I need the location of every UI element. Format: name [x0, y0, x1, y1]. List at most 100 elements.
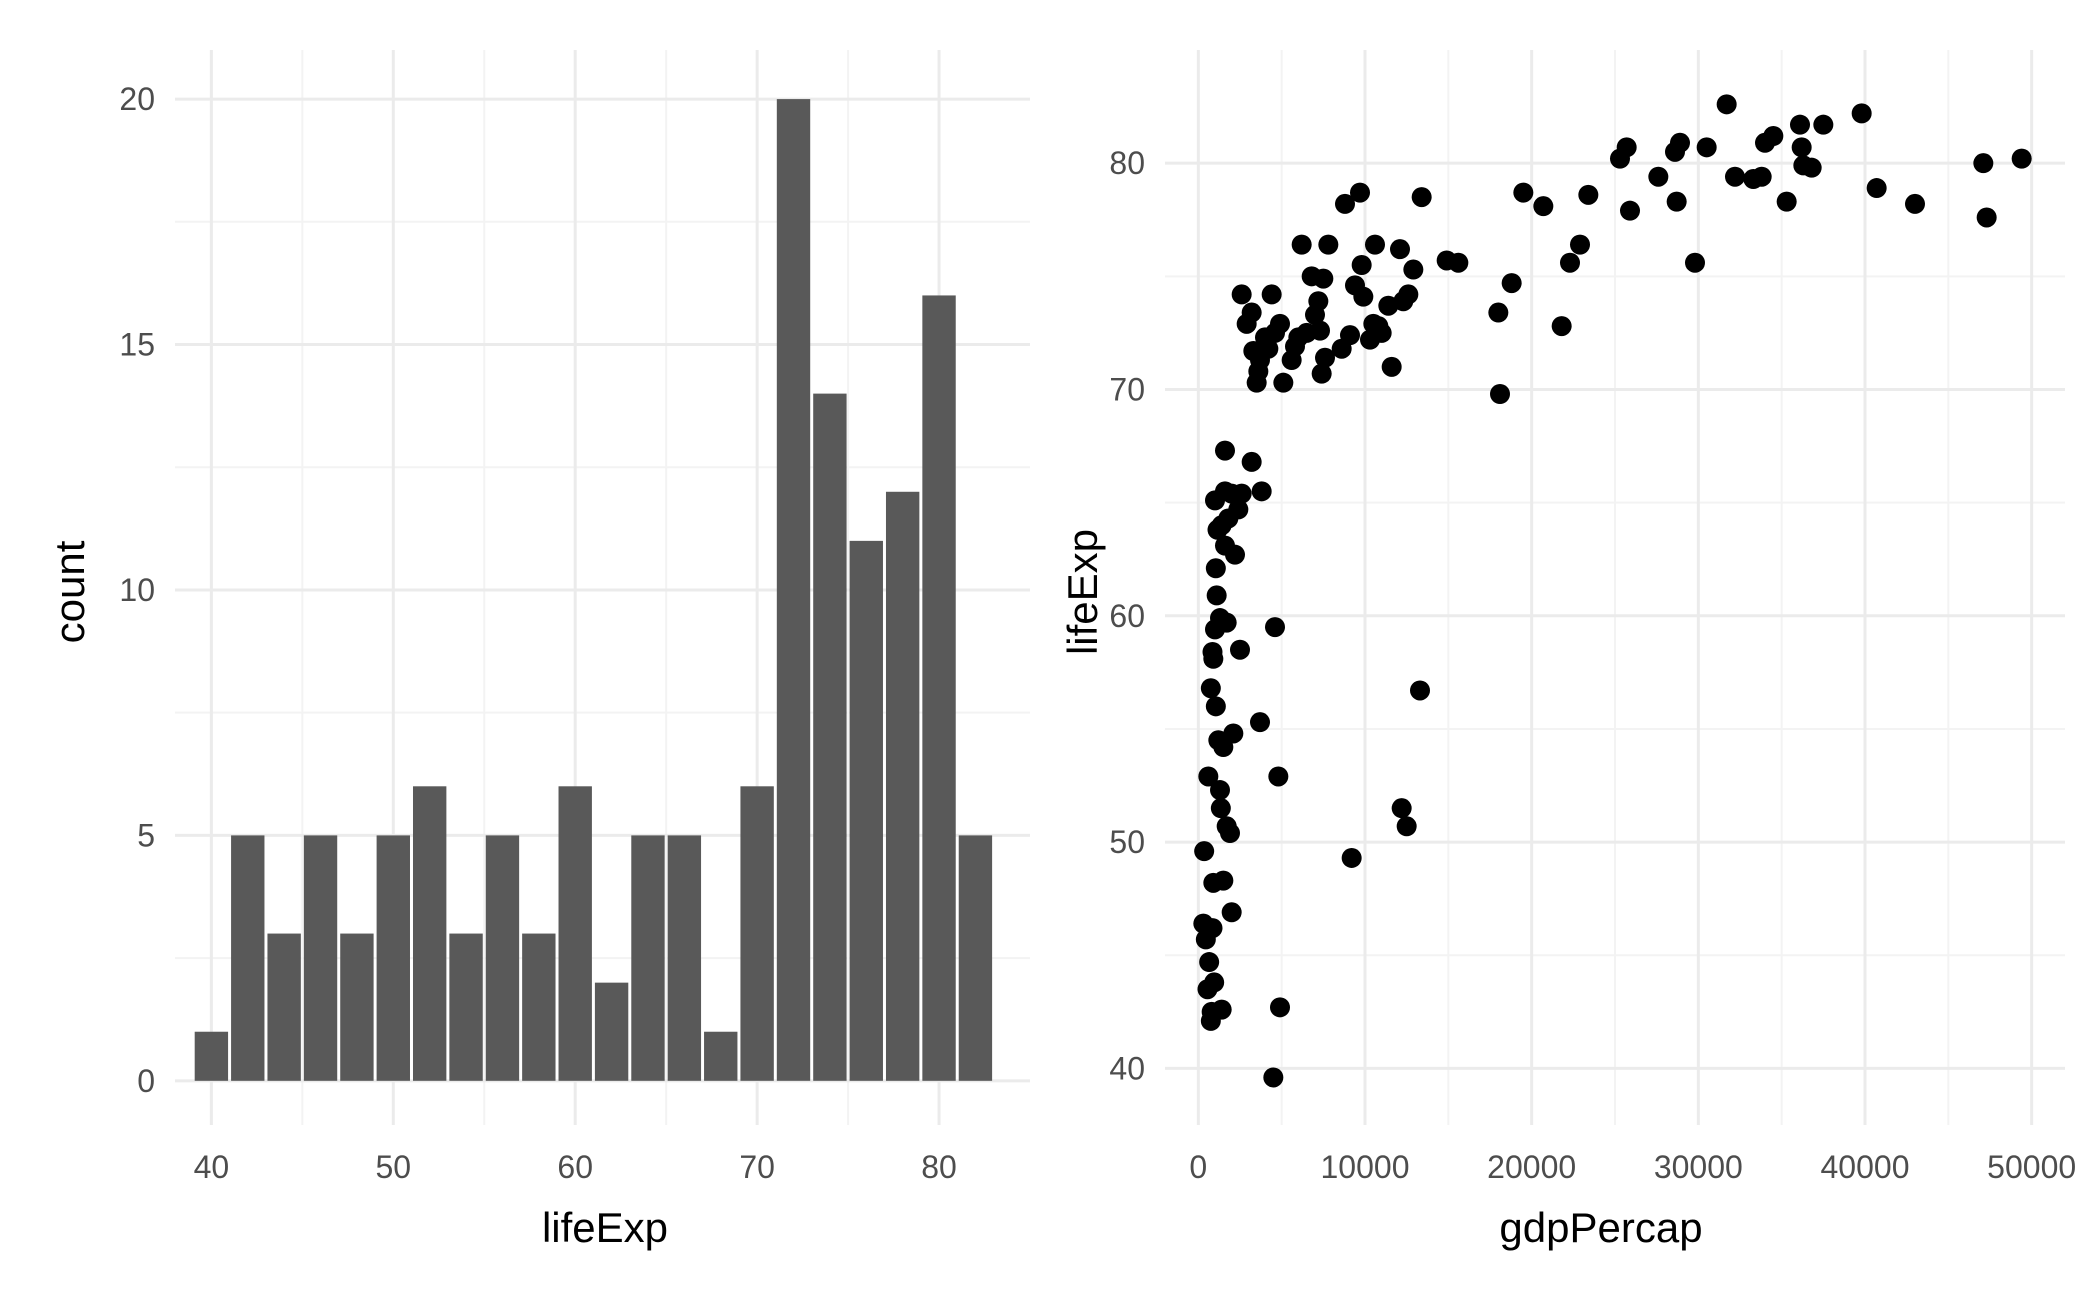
- histogram-bar: [631, 835, 665, 1081]
- scatter-point: [1488, 302, 1509, 323]
- scatter-x-tick-labels: 0 10000 20000 30000 40000 50000: [1189, 1149, 2076, 1185]
- scatter-point: [1560, 252, 1580, 273]
- scatter-point: [1685, 252, 1705, 273]
- scatter-point: [1533, 196, 1554, 217]
- scatter-points: [1193, 94, 2032, 1088]
- histogram-bar: [704, 1031, 738, 1081]
- scatter-point: [1221, 902, 1242, 923]
- scatter-point: [1315, 347, 1335, 368]
- scatter-point: [1776, 191, 1797, 212]
- scatter-point: [1202, 642, 1223, 662]
- histogram-bar: [740, 786, 774, 1081]
- scatter-point: [1751, 166, 1772, 187]
- scatter-point: [1578, 184, 1599, 205]
- scatter-point: [1725, 166, 1745, 187]
- histogram-bar: [340, 933, 374, 1081]
- scatter-point: [1448, 252, 1469, 273]
- scatter-point: [1353, 286, 1374, 307]
- histogram-y-axis-title: count: [46, 540, 93, 643]
- histogram-y-tick-label: 20: [119, 81, 155, 117]
- scatter-point: [2011, 148, 2032, 169]
- histogram-x-axis-title: lifeExp: [542, 1204, 668, 1251]
- scatter-point: [1411, 187, 1432, 208]
- scatter-y-tick-label: 50: [1109, 824, 1145, 860]
- scatter-point: [1270, 997, 1290, 1018]
- scatter-y-tick-label: 60: [1109, 598, 1145, 634]
- histogram-y-tick-label: 10: [119, 572, 155, 608]
- scatter-point: [1790, 114, 1810, 135]
- scatter-point: [1318, 234, 1339, 255]
- scatter-point: [1225, 544, 1245, 565]
- scatter-point: [1570, 234, 1590, 255]
- scatter-x-tick-label: 50000: [1987, 1149, 2076, 1185]
- scatter-y-tick-label: 80: [1109, 145, 1145, 181]
- scatter-point: [1308, 291, 1329, 312]
- scatter-point: [1199, 952, 1220, 973]
- scatter-point: [1273, 372, 1294, 393]
- scatter-point: [1403, 259, 1424, 280]
- scatter-point: [1391, 798, 1412, 819]
- scatter-point: [1231, 284, 1252, 305]
- scatter-point: [1973, 153, 1994, 174]
- scatter-point: [1616, 137, 1637, 158]
- histogram-bar: [958, 835, 993, 1081]
- scatter-point: [1268, 766, 1289, 787]
- scatter-point: [1490, 384, 1510, 404]
- scatter-point: [1200, 678, 1221, 699]
- scatter-x-tick-label: 0: [1189, 1149, 1207, 1185]
- scatter-point: [1258, 338, 1279, 359]
- scatter-point: [1206, 585, 1227, 606]
- histogram-bar: [849, 540, 883, 1081]
- scatter-point: [1213, 870, 1234, 891]
- scatter-point: [1198, 766, 1219, 787]
- scatter-point: [1310, 320, 1330, 341]
- histogram-bar: [412, 786, 447, 1081]
- histogram-x-tick-label: 70: [739, 1149, 775, 1185]
- histogram-y-tick-labels: 0 5 10 15 20: [119, 81, 155, 1099]
- scatter-point: [1340, 325, 1360, 346]
- scatter-point: [1620, 200, 1640, 221]
- scatter-point: [1501, 273, 1522, 294]
- scatter-point: [1390, 239, 1410, 260]
- histogram-bar: [303, 835, 338, 1081]
- scatter-point: [1365, 234, 1385, 255]
- histogram-bar: [231, 835, 265, 1081]
- scatter-point: [1381, 356, 1402, 377]
- scatter-point: [1905, 193, 1925, 214]
- scatter-point: [1866, 178, 1887, 199]
- histogram-bar: [813, 393, 847, 1081]
- histogram-x-tick-label: 80: [921, 1149, 957, 1185]
- scatter-point: [1261, 284, 1282, 305]
- scatter-point: [1696, 137, 1717, 158]
- scatter-panel: 0 10000 20000 30000 40000 50000 40 50 60 70 80 gd…: [1059, 50, 2076, 1251]
- histogram-bar: [922, 295, 956, 1081]
- scatter-point: [1851, 103, 1872, 124]
- scatter-x-tick-label: 40000: [1821, 1149, 1910, 1185]
- scatter-point: [1813, 114, 1834, 135]
- scatter-point: [1202, 918, 1223, 939]
- scatter-point: [1265, 617, 1285, 638]
- scatter-point: [1648, 166, 1669, 187]
- scatter-point: [1791, 137, 1812, 158]
- scatter-point: [1763, 126, 1784, 146]
- scatter-y-tick-label: 40: [1109, 1050, 1145, 1086]
- histogram-panel: 40 50 60 70 80 0 5 10 15 20 lifeExp count: [46, 50, 1030, 1251]
- scatter-point: [1670, 132, 1690, 153]
- histogram-bar: [667, 835, 702, 1081]
- histogram-bar: [449, 933, 483, 1081]
- scatter-gridlines: [1165, 50, 2065, 1125]
- scatter-point: [1215, 440, 1235, 461]
- scatter-point: [1313, 268, 1334, 289]
- histogram-y-tick-label: 5: [137, 817, 155, 853]
- scatter-point: [1204, 972, 1225, 993]
- histogram-x-tick-labels: 40 50 60 70 80: [194, 1149, 957, 1185]
- histogram-y-tick-label: 0: [137, 1063, 155, 1099]
- scatter-y-tick-labels: 40 50 60 70 80: [1109, 145, 1145, 1086]
- histogram-bar: [267, 933, 301, 1081]
- scatter-point: [1263, 1067, 1284, 1088]
- scatter-x-tick-label: 30000: [1654, 1149, 1743, 1185]
- scatter-point: [1513, 182, 1534, 203]
- histogram-bar: [594, 982, 629, 1081]
- scatter-point: [1211, 999, 1232, 1020]
